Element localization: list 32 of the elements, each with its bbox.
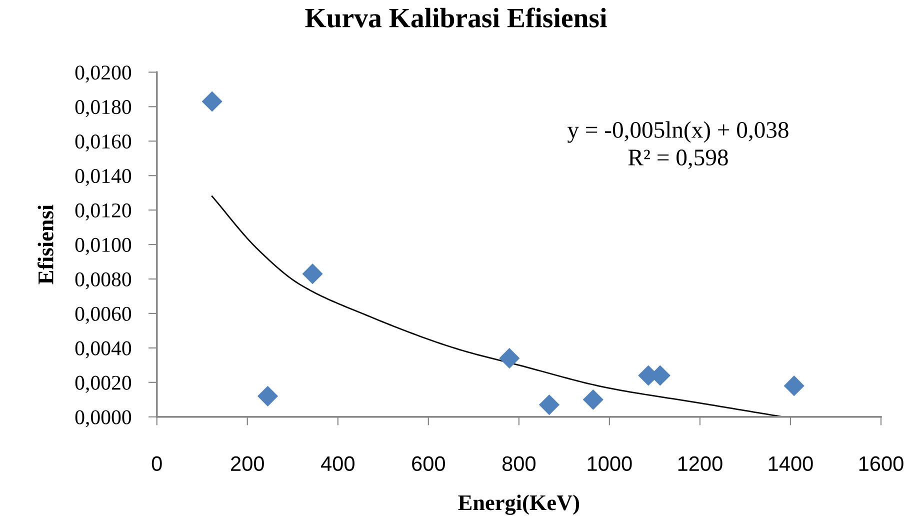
- y-tick-label: 0,0140: [75, 168, 132, 186]
- y-tick-label: 0,0080: [75, 272, 132, 290]
- x-tick-label: 800: [502, 456, 536, 472]
- y-tick-label: 0,0040: [75, 341, 132, 358]
- annotation: R² = 0,598: [628, 150, 728, 169]
- x-tick-label: 1400: [768, 456, 813, 472]
- x-tick-label: 600: [412, 456, 445, 472]
- point: [538, 394, 560, 416]
- chart-title: Kurva Kalibrasi Efisiensi: [305, 8, 607, 28]
- point: [257, 386, 278, 406]
- y-tick-label: 0,0060: [75, 306, 132, 324]
- y-tick-label: 0,0100: [75, 238, 132, 255]
- y-tick-label: 0,0020: [75, 376, 132, 393]
- point: [499, 348, 520, 369]
- point: [582, 389, 604, 410]
- annotation: y = -0,005ln(x) + 0,038: [568, 121, 788, 143]
- x-tick-label: 200: [231, 456, 264, 472]
- x-tick-label: 400: [320, 456, 354, 472]
- y-tick-label: 0,0000: [75, 410, 132, 428]
- point: [202, 91, 222, 112]
- y-tick-label: 0,0180: [75, 100, 132, 118]
- x-tick-label: 1600: [859, 456, 904, 472]
- y-tick-label: 0,0200: [75, 66, 132, 83]
- point: [302, 264, 323, 284]
- x-tick-label: 0: [152, 456, 162, 472]
- x-tick-label: 1200: [678, 456, 722, 472]
- y-tick-label: 0,0160: [75, 134, 132, 152]
- x-axis-title: Energi(KeV): [458, 494, 580, 515]
- y-axis-title: Efisiensi: [38, 204, 54, 284]
- point: [784, 376, 804, 396]
- x-tick-label: 1000: [588, 456, 632, 472]
- y-tick-label: 0,0120: [75, 203, 132, 220]
